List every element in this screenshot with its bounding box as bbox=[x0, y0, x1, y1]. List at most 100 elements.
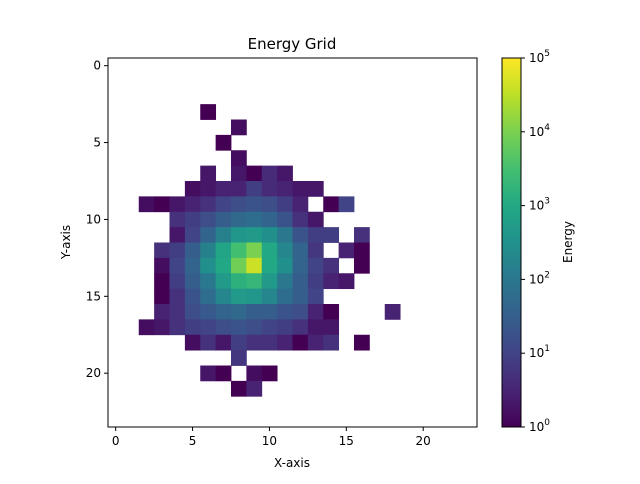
heatmap-cell bbox=[231, 211, 247, 228]
heatmap-cell bbox=[246, 211, 263, 228]
colorbar-tick-label: 102 bbox=[529, 270, 550, 286]
heatmap-cell bbox=[261, 165, 278, 182]
x-axis-ticks: 0 5 10 15 20 bbox=[112, 427, 431, 448]
heatmap-cell bbox=[246, 181, 263, 197]
heatmap-cell bbox=[200, 242, 217, 259]
heatmap-cell bbox=[154, 288, 170, 305]
heatmap-cell bbox=[200, 273, 217, 290]
heatmap-cell bbox=[231, 304, 247, 320]
heatmap-cell bbox=[338, 196, 355, 213]
colorbar-tick-label: 103 bbox=[529, 197, 550, 213]
heatmap-cell bbox=[307, 288, 324, 305]
heatmap-cell bbox=[292, 257, 309, 274]
colorbar-tick-label: 104 bbox=[529, 123, 550, 139]
heatmap-cell bbox=[215, 288, 232, 305]
heatmap-cell bbox=[323, 334, 340, 351]
heatmap-cell bbox=[292, 211, 309, 228]
heatmap-cell bbox=[277, 211, 293, 228]
heatmap-cell bbox=[261, 242, 278, 259]
heatmap-cell bbox=[277, 242, 293, 259]
heatmap-cell bbox=[277, 165, 293, 182]
heatmap-cell bbox=[154, 273, 170, 290]
heatmap-cell bbox=[246, 380, 263, 397]
x-tick-label: 5 bbox=[189, 434, 197, 448]
heatmap-cell bbox=[261, 288, 278, 305]
heatmap-cell bbox=[231, 165, 247, 182]
heatmap-cell bbox=[169, 304, 186, 320]
heatmap-cell bbox=[261, 196, 278, 213]
heatmap-cell bbox=[169, 288, 186, 305]
heatmap-cell bbox=[169, 211, 186, 228]
y-tick-label: 5 bbox=[93, 136, 101, 150]
heatmap-cell bbox=[307, 334, 324, 351]
heatmap-cell bbox=[246, 165, 263, 182]
heatmap-cells bbox=[138, 104, 401, 397]
heatmap-cell bbox=[231, 181, 247, 197]
heatmap-cell bbox=[169, 196, 186, 213]
heatmap-cell bbox=[184, 181, 201, 197]
colorbar bbox=[501, 57, 522, 428]
heatmap-cell bbox=[184, 319, 201, 336]
heatmap-cell bbox=[200, 104, 217, 120]
heatmap-cell bbox=[277, 334, 293, 351]
heatmap-cell bbox=[307, 319, 324, 336]
heatmap-cell bbox=[246, 334, 263, 351]
heatmap-cell bbox=[200, 181, 217, 197]
heatmap-cell bbox=[184, 304, 201, 320]
heatmap-cell bbox=[215, 242, 232, 259]
colorbar-tick-label: 105 bbox=[529, 49, 550, 65]
heatmap-cell bbox=[184, 211, 201, 228]
x-axis-label: X-axis bbox=[274, 456, 310, 470]
heatmap-cell bbox=[354, 242, 370, 259]
heatmap-cell bbox=[184, 227, 201, 243]
heatmap-cell bbox=[261, 257, 278, 274]
heatmap-cell bbox=[169, 273, 186, 290]
heatmap-cell bbox=[292, 196, 309, 213]
heatmap-cell bbox=[200, 288, 217, 305]
heatmap-cell bbox=[246, 273, 263, 290]
heatmap-cell bbox=[354, 257, 370, 274]
heatmap-cell bbox=[215, 181, 232, 197]
plot-frame bbox=[107, 57, 478, 428]
heatmap-cell bbox=[200, 227, 217, 243]
heatmap-cell bbox=[292, 288, 309, 305]
heatmap-cell bbox=[200, 334, 217, 351]
heatmap-cell bbox=[246, 319, 263, 336]
heatmap-cell bbox=[307, 257, 324, 274]
heatmap-cell bbox=[246, 304, 263, 320]
heatmap-cell bbox=[277, 181, 293, 197]
heatmap-cell bbox=[261, 334, 278, 351]
heatmap-cell bbox=[277, 257, 293, 274]
heatmap-cell bbox=[154, 319, 170, 336]
heatmap-cell bbox=[354, 334, 370, 351]
heatmap-cell bbox=[261, 304, 278, 320]
heatmap-cell bbox=[184, 257, 201, 274]
heatmap-cell bbox=[307, 181, 324, 197]
heatmap-cell bbox=[231, 273, 247, 290]
heatmap-cell bbox=[292, 319, 309, 336]
heatmap-cell bbox=[154, 257, 170, 274]
heatmap-cell bbox=[277, 304, 293, 320]
heatmap-cell bbox=[215, 334, 232, 351]
heatmap-cell bbox=[200, 196, 217, 213]
heatmap-cell bbox=[154, 304, 170, 320]
heatmap-cell bbox=[200, 304, 217, 320]
heatmap-cell bbox=[215, 134, 232, 151]
heatmap-cell bbox=[384, 304, 401, 320]
heatmap-cell bbox=[261, 181, 278, 197]
x-tick-label: 20 bbox=[416, 434, 431, 448]
heatmap-cell bbox=[261, 273, 278, 290]
colorbar-ticks: 100 101 102 103 104 105 bbox=[521, 49, 550, 434]
heatmap-cell bbox=[184, 242, 201, 259]
heatmap-cell bbox=[215, 365, 232, 382]
heatmap-cell bbox=[169, 242, 186, 259]
heatmap-cell bbox=[215, 227, 232, 243]
colorbar-tick-label: 101 bbox=[529, 344, 550, 360]
heatmap-cell bbox=[184, 196, 201, 213]
heatmap-cell bbox=[261, 319, 278, 336]
heatmap-cell bbox=[184, 273, 201, 290]
heatmap-cell bbox=[231, 380, 247, 397]
heatmap-cell bbox=[231, 242, 247, 259]
